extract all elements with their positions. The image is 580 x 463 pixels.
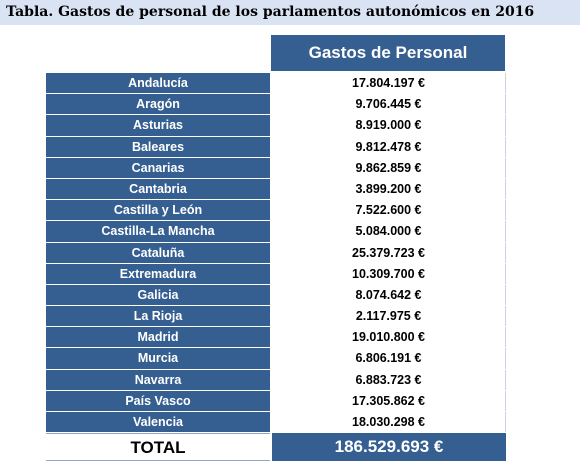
- region-name: Cataluña: [46, 242, 270, 263]
- table-row: Valencia 18.030.298 €: [46, 412, 506, 434]
- region-name: Extremadura: [46, 263, 270, 284]
- region-value: 2.117.975 €: [272, 306, 506, 327]
- cell-gap: [270, 73, 272, 94]
- table-row: Baleares 9.812.478 €: [46, 136, 506, 158]
- cell-gap: [270, 242, 272, 263]
- region-value: 25.379.723 €: [272, 242, 506, 263]
- cell-gap: [270, 369, 272, 390]
- expenses-table: Andalucía 17.804.197 € Aragón 9.706.445 € As…: [46, 73, 506, 434]
- table-row: Extremadura 10.309.700 €: [46, 263, 506, 285]
- region-value: 19.010.800 €: [272, 327, 506, 348]
- cell-gap: [270, 94, 272, 115]
- total-label: TOTAL: [46, 433, 270, 461]
- region-name: Madrid: [46, 327, 270, 348]
- region-value: 6.806.191 €: [272, 348, 506, 369]
- table-row: Navarra 6.883.723 €: [46, 369, 506, 391]
- table-row: Cataluña 25.379.723 €: [46, 242, 506, 264]
- region-value: 3.899.200 €: [272, 178, 506, 200]
- region-name: Cantabria: [46, 178, 270, 200]
- region-value: 9.812.478 €: [272, 136, 506, 157]
- cell-gap: [270, 263, 272, 284]
- region-value: 8.074.642 €: [272, 284, 506, 306]
- table-row: Murcia 6.806.191 €: [46, 348, 506, 370]
- total-row: TOTAL 186.529.693 €: [46, 433, 506, 461]
- table-row: Madrid 19.010.800 €: [46, 327, 506, 349]
- region-value: 9.862.859 €: [272, 157, 506, 178]
- table-title: Tabla. Gastos de personal de los parlame…: [0, 0, 580, 25]
- cell-gap: [270, 284, 272, 306]
- total-value: 186.529.693 €: [272, 433, 506, 461]
- cell-gap: [270, 221, 272, 242]
- region-value: 17.305.862 €: [272, 390, 506, 411]
- region-name: Valencia: [46, 412, 270, 433]
- table-row: Castilla-La Mancha 5.084.000 €: [46, 221, 506, 243]
- table-row: País Vasco 17.305.862 €: [46, 390, 506, 412]
- region-name: Baleares: [46, 136, 270, 157]
- cell-gap: [270, 157, 272, 178]
- region-value: 18.030.298 €: [272, 412, 506, 433]
- table-row: Galicia 8.074.642 €: [46, 284, 506, 307]
- table-row: Cantabria 3.899.200 €: [46, 178, 506, 201]
- region-name: Galicia: [46, 284, 270, 306]
- region-value: 5.084.000 €: [272, 221, 506, 242]
- region-name: Asturias: [46, 115, 270, 136]
- region-name: La Rioja: [46, 306, 270, 327]
- region-name: Murcia: [46, 348, 270, 369]
- cell-gap: [270, 327, 272, 348]
- region-name: Castilla y León: [46, 200, 270, 221]
- cell-gap: [270, 200, 272, 221]
- cell-gap: [270, 348, 272, 369]
- cell-gap: [270, 178, 272, 200]
- region-value: 6.883.723 €: [272, 369, 506, 390]
- table-row: Andalucía 17.804.197 €: [46, 73, 506, 95]
- region-value: 9.706.445 €: [272, 94, 506, 115]
- region-name: Canarias: [46, 157, 270, 178]
- region-value: 17.804.197 €: [272, 73, 506, 94]
- region-name: Aragón: [46, 94, 270, 115]
- cell-gap: [270, 136, 272, 157]
- region-name: Navarra: [46, 369, 270, 390]
- table-row: Asturias 8.919.000 €: [46, 115, 506, 137]
- region-value: 10.309.700 €: [272, 263, 506, 284]
- table-row: Aragón 9.706.445 €: [46, 94, 506, 116]
- column-header-gastos: Gastos de Personal: [271, 35, 505, 71]
- region-value: 8.919.000 €: [272, 115, 506, 136]
- region-name: País Vasco: [46, 390, 270, 411]
- region-name: Castilla-La Mancha: [46, 221, 270, 242]
- table-row: Castilla y León 7.522.600 €: [46, 200, 506, 222]
- table-row: La Rioja 2.117.975 €: [46, 306, 506, 328]
- region-name: Andalucía: [46, 73, 270, 94]
- region-value: 7.522.600 €: [272, 200, 506, 221]
- table-row: Canarias 9.862.859 €: [46, 157, 506, 179]
- cell-gap: [270, 115, 272, 136]
- cell-gap: [270, 412, 272, 433]
- cell-gap: [270, 390, 272, 411]
- cell-gap: [270, 306, 272, 327]
